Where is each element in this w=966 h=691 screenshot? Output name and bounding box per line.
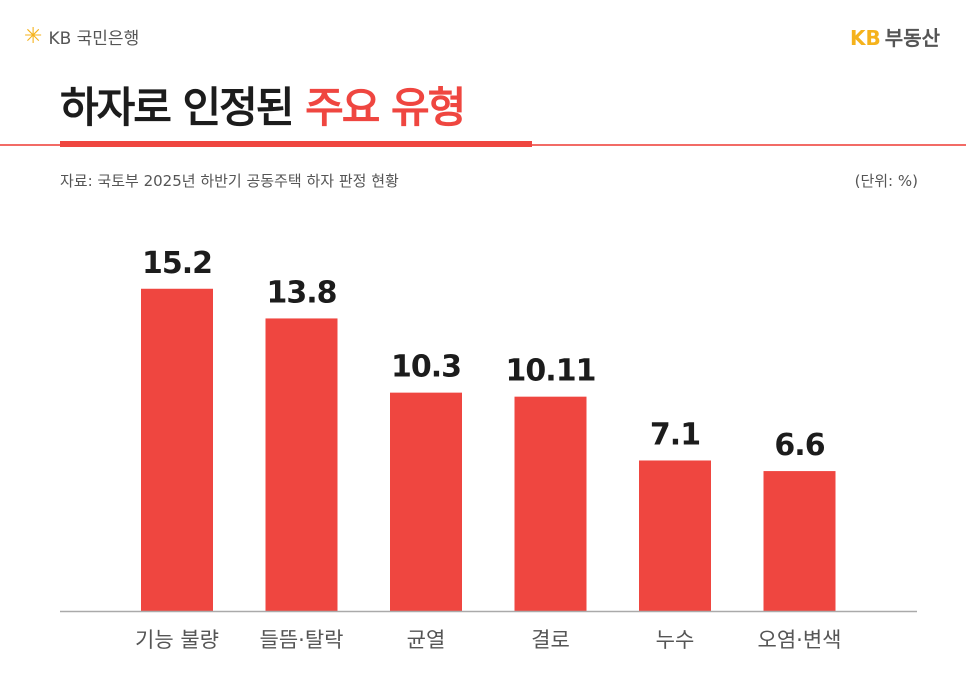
bar: [390, 392, 462, 611]
data-label: 6.6: [774, 428, 824, 463]
title-underline: [60, 141, 532, 147]
brand-kb: KB: [850, 26, 881, 50]
data-label: 7.1: [650, 417, 700, 452]
category-label: 균열: [407, 628, 446, 652]
source-note: 자료: 국토부 2025년 하반기 공동주택 하자 판정 현황: [60, 172, 399, 190]
page-title: 하자로 인정된 주요 유형: [60, 74, 466, 135]
brand-name: 부동산: [884, 26, 940, 50]
bank-name: KB 국민은행: [48, 29, 140, 49]
category-label: 들뜸·탈락: [260, 628, 344, 652]
data-label: 10.3: [391, 350, 461, 385]
unit-note: (단위: %): [854, 172, 918, 190]
kb-star-icon: ✳: [24, 23, 43, 49]
category-label: 기능 불량: [135, 628, 219, 652]
category-label: 오염·변색: [758, 628, 842, 652]
kb-kookmin-bank-logo: ✳ KB 국민은행: [24, 24, 139, 49]
bar: [141, 288, 213, 611]
title-main: 하자로 인정된: [60, 83, 294, 132]
data-label: 10.11: [506, 354, 596, 389]
bar: [514, 396, 587, 611]
category-label: 결로: [531, 628, 570, 652]
data-label: 15.2: [142, 246, 212, 281]
bar: [639, 460, 711, 611]
bar: [265, 318, 338, 611]
category-label: 누수: [656, 628, 695, 652]
kb-real-estate-logo: KB 부동산: [850, 22, 940, 51]
bar: [763, 471, 836, 611]
title-highlight: 주요 유형: [305, 83, 466, 132]
data-label: 13.8: [266, 275, 336, 310]
